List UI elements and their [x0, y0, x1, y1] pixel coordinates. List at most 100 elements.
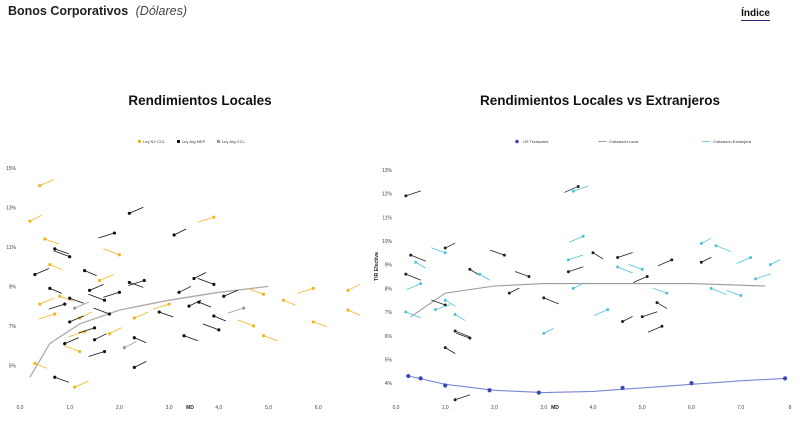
- data-point: [311, 286, 315, 290]
- data-leader: [88, 351, 105, 357]
- data-leader: [656, 302, 668, 309]
- x-tick-label: 6,0: [315, 405, 322, 411]
- legend-swatch: [515, 139, 519, 144]
- data-point: [28, 219, 32, 223]
- x-tick-label: 4,0: [590, 405, 597, 411]
- data-point-treasury: [443, 383, 448, 388]
- data-leader: [469, 269, 481, 276]
- data-point: [404, 310, 408, 314]
- data-point: [665, 291, 669, 295]
- data-point: [78, 349, 82, 354]
- data-leader: [633, 276, 648, 283]
- data-point: [640, 315, 644, 319]
- data-leader: [247, 287, 264, 295]
- data-leader: [94, 333, 107, 341]
- data-leader: [63, 345, 80, 352]
- data-point: [63, 302, 67, 306]
- data-point: [73, 306, 77, 310]
- data-leader: [445, 347, 456, 354]
- legend-swatch: [177, 140, 180, 143]
- data-point: [581, 234, 585, 238]
- data-leader: [54, 376, 69, 383]
- data-point: [739, 293, 743, 297]
- y-tick-label: 7%: [9, 324, 17, 330]
- y-tick-label: 9%: [9, 284, 17, 290]
- y-tick-label: 13%: [6, 205, 17, 211]
- data-leader: [88, 293, 105, 301]
- data-leader: [490, 249, 505, 256]
- data-leader: [347, 283, 361, 291]
- data-point: [222, 294, 226, 298]
- data-leader: [593, 309, 608, 317]
- data-point: [212, 215, 216, 219]
- y-tick-label: 15%: [6, 166, 17, 172]
- data-point: [217, 328, 221, 332]
- data-point: [640, 267, 644, 271]
- data-point: [507, 291, 511, 295]
- data-point: [38, 184, 42, 188]
- data-leader: [455, 332, 471, 339]
- data-point: [768, 263, 772, 267]
- data-leader: [543, 328, 554, 334]
- data-leader: [592, 252, 604, 260]
- data-leader: [568, 266, 584, 273]
- data-leader: [628, 264, 643, 270]
- data-point: [102, 349, 107, 354]
- x-tick-label: 5,0: [639, 405, 646, 411]
- data-leader: [445, 242, 456, 249]
- data-point: [92, 326, 97, 330]
- data-point: [404, 272, 408, 276]
- data-point: [53, 375, 57, 379]
- data-point: [127, 211, 131, 215]
- x-axis-title: MD: [186, 405, 194, 411]
- data-point: [167, 302, 171, 306]
- index-link[interactable]: Índice: [741, 8, 770, 21]
- data-point: [542, 296, 546, 300]
- data-leader: [227, 307, 244, 314]
- data-leader: [431, 247, 446, 254]
- data-point: [571, 189, 575, 193]
- data-leader: [68, 331, 85, 338]
- y-tick-label: 8%: [385, 286, 393, 292]
- data-point: [576, 184, 580, 188]
- data-point: [132, 336, 136, 340]
- data-leader: [543, 297, 559, 305]
- data-leader: [223, 289, 238, 297]
- data-leader: [405, 311, 421, 319]
- data-leader: [78, 327, 95, 334]
- data-leader: [49, 287, 62, 294]
- data-point: [112, 231, 117, 235]
- data-point: [468, 267, 472, 271]
- data-point: [621, 320, 625, 324]
- data-leader: [134, 311, 149, 319]
- data-leader: [197, 216, 214, 223]
- data-leader: [53, 250, 70, 258]
- data-leader: [770, 259, 781, 266]
- data-point: [419, 282, 423, 286]
- data-point: [48, 286, 52, 290]
- data-leader: [514, 271, 530, 277]
- data-point: [527, 275, 531, 278]
- x-tick-label: 5,0: [265, 405, 272, 411]
- y-tick-label: 9%: [385, 263, 393, 269]
- data-point-treasury: [689, 381, 694, 386]
- data-leader: [129, 206, 144, 214]
- data-point: [68, 296, 72, 300]
- data-leader: [54, 248, 69, 255]
- data-leader: [128, 280, 145, 286]
- data-leader: [48, 303, 65, 310]
- data-leader: [188, 299, 202, 307]
- data-point: [187, 304, 191, 308]
- data-leader: [38, 313, 55, 320]
- data-leader: [454, 394, 471, 401]
- data-point: [502, 253, 506, 257]
- data-point: [68, 255, 72, 259]
- data-point: [453, 312, 457, 316]
- data-point: [261, 292, 266, 296]
- data-leader: [313, 321, 328, 328]
- data-leader: [405, 273, 421, 281]
- data-point: [48, 263, 52, 267]
- page-title: Bonos Corporativos: [8, 4, 129, 18]
- data-point: [616, 256, 620, 260]
- data-point-treasury: [536, 390, 541, 395]
